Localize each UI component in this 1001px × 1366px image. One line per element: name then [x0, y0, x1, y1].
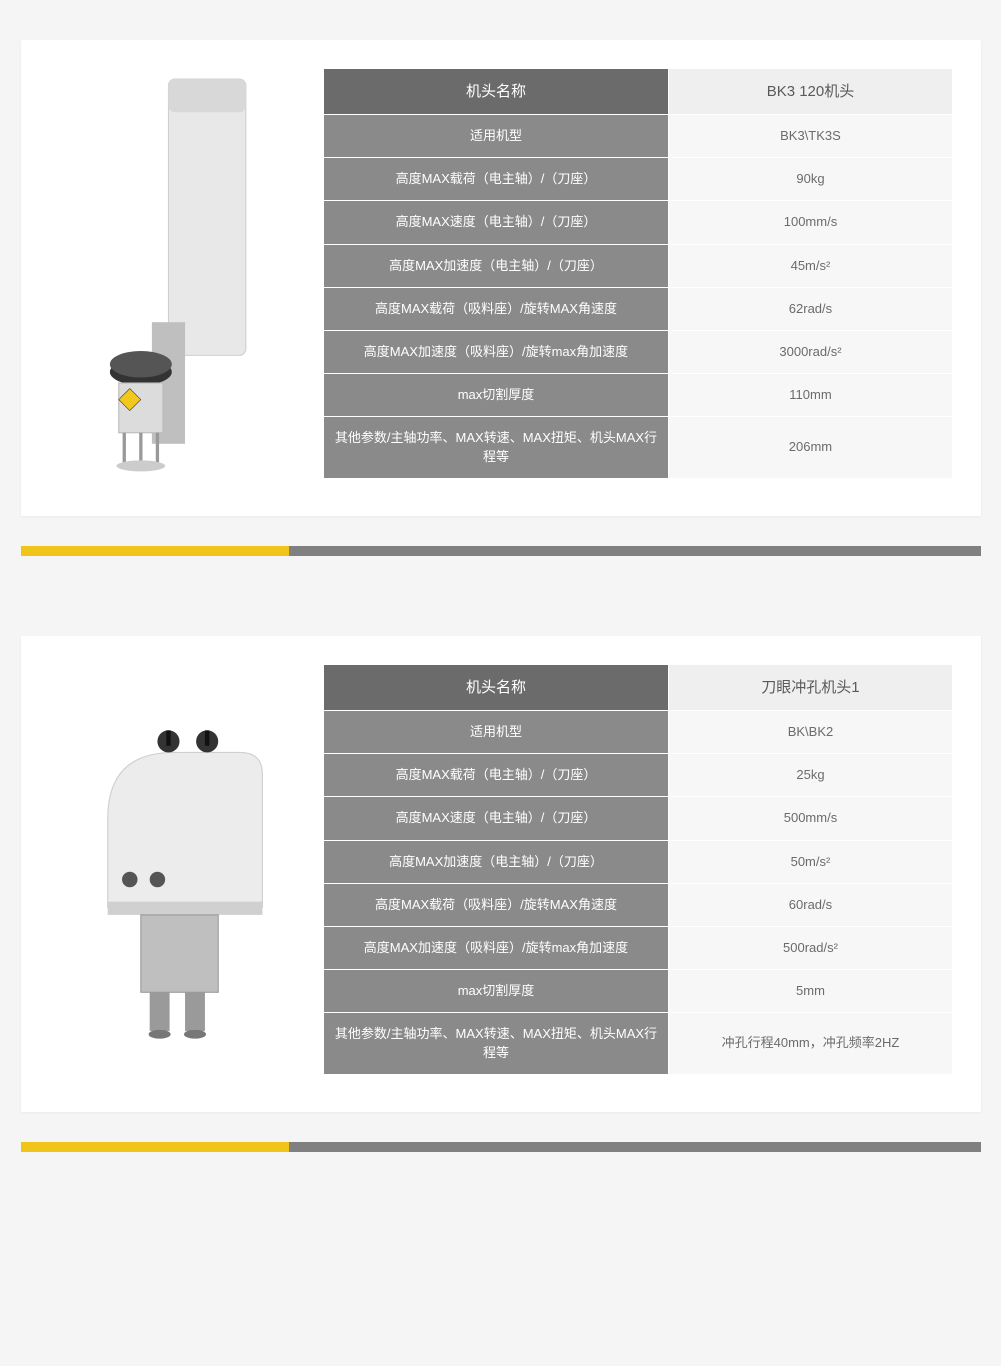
table-row: max切割厚度5mm [323, 970, 952, 1013]
card-inner: 机头名称 刀眼冲孔机头1 适用机型BK\BK2 高度MAX载荷（电主轴）/（刀座… [49, 664, 953, 1084]
row-value: 5mm [669, 970, 952, 1013]
row-value: 62rad/s [669, 287, 952, 330]
table-row: 高度MAX加速度（吸料座）/旋转max角加速度3000rad/s² [323, 330, 952, 373]
row-label: 高度MAX加速度（电主轴）/（刀座） [323, 840, 669, 883]
table-row: 高度MAX加速度（电主轴）/（刀座）45m/s² [323, 244, 952, 287]
row-value: 206mm [669, 417, 952, 478]
table-row: 高度MAX加速度（电主轴）/（刀座）50m/s² [323, 840, 952, 883]
spec-card-2: 机头名称 刀眼冲孔机头1 适用机型BK\BK2 高度MAX载荷（电主轴）/（刀座… [21, 636, 981, 1112]
header-label: 机头名称 [323, 69, 669, 115]
row-value: 110mm [669, 374, 952, 417]
table-row: 其他参数/主轴功率、MAX转速、MAX扭矩、机头MAX行程等冲孔行程40mm，冲… [323, 1013, 952, 1074]
row-value: 冲孔行程40mm，冲孔频率2HZ [669, 1013, 952, 1074]
row-label: 高度MAX加速度（吸料座）/旋转max角加速度 [323, 330, 669, 373]
row-value: BK\BK2 [669, 711, 952, 754]
product-image-2 [49, 664, 299, 1084]
product-image-1 [49, 68, 299, 488]
row-label: 适用机型 [323, 711, 669, 754]
row-value: 50m/s² [669, 840, 952, 883]
table: 机头名称 BK3 120机头 适用机型BK3\TK3S 高度MAX载荷（电主轴）… [323, 68, 953, 479]
table-row: 适用机型BK3\TK3S [323, 115, 952, 158]
divider-bar-2 [21, 1142, 981, 1152]
table-row: 其他参数/主轴功率、MAX转速、MAX扭矩、机头MAX行程等206mm [323, 417, 952, 478]
row-label: 高度MAX加速度（电主轴）/（刀座） [323, 244, 669, 287]
card-inner: 机头名称 BK3 120机头 适用机型BK3\TK3S 高度MAX载荷（电主轴）… [49, 68, 953, 488]
row-value: 3000rad/s² [669, 330, 952, 373]
row-label: max切割厚度 [323, 374, 669, 417]
row-label: 其他参数/主轴功率、MAX转速、MAX扭矩、机头MAX行程等 [323, 417, 669, 478]
table-row: 高度MAX速度（电主轴）/（刀座）100mm/s [323, 201, 952, 244]
divider-yellow [21, 1142, 290, 1152]
row-label: 高度MAX加速度（吸料座）/旋转max角加速度 [323, 926, 669, 969]
table-row: 高度MAX载荷（电主轴）/（刀座）90kg [323, 158, 952, 201]
table-row: 高度MAX速度（电主轴）/（刀座）500mm/s [323, 797, 952, 840]
table-header-row: 机头名称 BK3 120机头 [323, 69, 952, 115]
row-value: 100mm/s [669, 201, 952, 244]
table-row: max切割厚度110mm [323, 374, 952, 417]
table-row: 高度MAX加速度（吸料座）/旋转max角加速度500rad/s² [323, 926, 952, 969]
header-label: 机头名称 [323, 665, 669, 711]
row-label: max切割厚度 [323, 970, 669, 1013]
row-label: 其他参数/主轴功率、MAX转速、MAX扭矩、机头MAX行程等 [323, 1013, 669, 1074]
divider-bar-1 [21, 546, 981, 556]
divider-gray [289, 546, 980, 556]
row-value: 90kg [669, 158, 952, 201]
row-value: 60rad/s [669, 883, 952, 926]
header-value: 刀眼冲孔机头1 [669, 665, 952, 711]
row-label: 高度MAX载荷（吸料座）/旋转MAX角速度 [323, 287, 669, 330]
divider-gray [289, 1142, 980, 1152]
spec-table-1: 机头名称 BK3 120机头 适用机型BK3\TK3S 高度MAX载荷（电主轴）… [323, 68, 953, 479]
row-label: 高度MAX载荷（吸料座）/旋转MAX角速度 [323, 883, 669, 926]
table-row: 适用机型BK\BK2 [323, 711, 952, 754]
spec-card-1: 机头名称 BK3 120机头 适用机型BK3\TK3S 高度MAX载荷（电主轴）… [21, 40, 981, 516]
product-render-2-icon [49, 664, 299, 1084]
table-row: 高度MAX载荷（电主轴）/（刀座）25kg [323, 754, 952, 797]
row-label: 高度MAX速度（电主轴）/（刀座） [323, 797, 669, 840]
table: 机头名称 刀眼冲孔机头1 适用机型BK\BK2 高度MAX载荷（电主轴）/（刀座… [323, 664, 953, 1075]
table-row: 高度MAX载荷（吸料座）/旋转MAX角速度62rad/s [323, 287, 952, 330]
row-label: 高度MAX载荷（电主轴）/（刀座） [323, 158, 669, 201]
row-label: 高度MAX速度（电主轴）/（刀座） [323, 201, 669, 244]
spec-table-2: 机头名称 刀眼冲孔机头1 适用机型BK\BK2 高度MAX载荷（电主轴）/（刀座… [323, 664, 953, 1075]
row-label: 高度MAX载荷（电主轴）/（刀座） [323, 754, 669, 797]
divider-yellow [21, 546, 290, 556]
row-value: 500rad/s² [669, 926, 952, 969]
row-value: BK3\TK3S [669, 115, 952, 158]
row-value: 500mm/s [669, 797, 952, 840]
table-header-row: 机头名称 刀眼冲孔机头1 [323, 665, 952, 711]
product-render-1-icon [49, 68, 299, 488]
row-label: 适用机型 [323, 115, 669, 158]
row-value: 45m/s² [669, 244, 952, 287]
table-row: 高度MAX载荷（吸料座）/旋转MAX角速度60rad/s [323, 883, 952, 926]
row-value: 25kg [669, 754, 952, 797]
header-value: BK3 120机头 [669, 69, 952, 115]
